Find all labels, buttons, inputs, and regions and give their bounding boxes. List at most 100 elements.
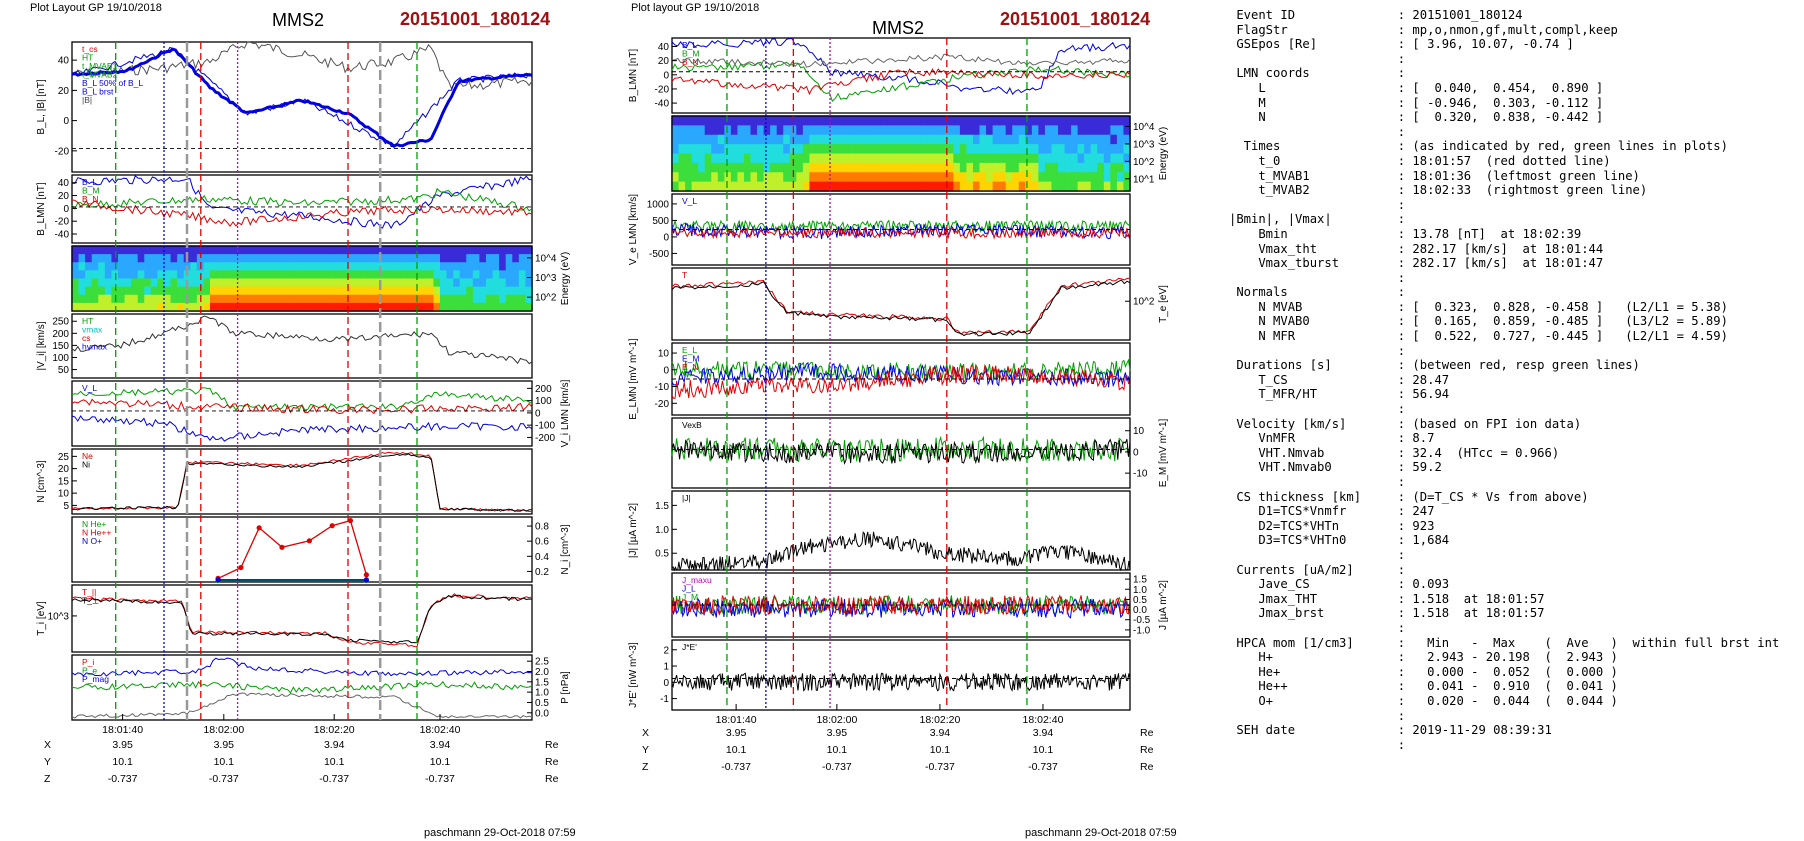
spectrogram-cell bbox=[992, 116, 1000, 126]
middle-footer: paschmann 29-Oct-2018 07:59 bbox=[1025, 827, 1177, 839]
spectrogram-cell bbox=[85, 246, 93, 255]
spectrogram-cell bbox=[203, 302, 211, 312]
spectrogram-cell bbox=[348, 262, 356, 271]
spectrogram-cell bbox=[275, 254, 283, 263]
spectrogram-cell bbox=[203, 278, 211, 288]
y-axis-label: Energy (eV) bbox=[1158, 127, 1169, 180]
spectrogram-cell bbox=[348, 278, 356, 288]
spectrogram-cell bbox=[992, 153, 1000, 164]
spectrogram-cell bbox=[190, 302, 198, 312]
spectrogram-cell bbox=[486, 302, 494, 312]
spectrogram-cell bbox=[210, 278, 218, 288]
coord-row-label: X bbox=[642, 727, 649, 739]
info-line: N MVAB : [ 0.323, 0.828, -0.458 ] (L2/L1… bbox=[1229, 299, 1728, 314]
spectrogram-cell bbox=[85, 278, 93, 288]
spectrogram-cell bbox=[387, 302, 395, 312]
info-line: Jave_CS : 0.093 bbox=[1229, 577, 1450, 592]
series-line bbox=[671, 61, 1131, 102]
spectrogram-cell bbox=[848, 153, 856, 164]
spectrogram-cell bbox=[164, 278, 172, 288]
spectrogram-cell bbox=[717, 125, 725, 136]
spectrogram-cell bbox=[472, 302, 481, 312]
spectrogram-cell bbox=[1051, 125, 1059, 136]
info-line: : bbox=[1229, 402, 1406, 417]
spectrogram-cell bbox=[131, 302, 139, 312]
spectrogram-cell bbox=[914, 162, 922, 173]
spectrogram-cell bbox=[933, 181, 941, 192]
y-tick-label: -10 bbox=[1133, 469, 1148, 480]
spectrogram-cell bbox=[486, 246, 494, 255]
spectrogram-cell bbox=[446, 246, 454, 255]
spectrogram-cell bbox=[737, 134, 745, 145]
series-line bbox=[671, 37, 1131, 95]
spectrogram-cell bbox=[1025, 144, 1033, 155]
spectrogram-cell bbox=[796, 116, 804, 126]
spectrogram-cell bbox=[887, 134, 896, 145]
spectrogram-cell bbox=[1051, 172, 1059, 183]
density-point bbox=[347, 518, 354, 524]
spectrogram-cell bbox=[275, 246, 283, 255]
y-tick-label: 500 bbox=[652, 216, 669, 227]
spectrogram-cell bbox=[269, 262, 277, 271]
spectrogram-cell bbox=[334, 254, 343, 263]
y-tick-label: -500 bbox=[649, 249, 669, 260]
y-tick-label: 2.5 bbox=[535, 657, 549, 668]
spectrogram-cell bbox=[525, 278, 533, 288]
spectrogram-cell bbox=[518, 246, 527, 255]
spectrogram-cell bbox=[328, 246, 336, 255]
info-line: : bbox=[1229, 124, 1406, 139]
spectrogram-cell bbox=[380, 246, 389, 255]
spectrogram-cell bbox=[1031, 144, 1039, 155]
y-tick-label: 40 bbox=[58, 178, 70, 189]
spectrogram-cell bbox=[420, 278, 428, 288]
spectrogram-cell bbox=[1058, 153, 1066, 164]
y-axis-label: |V_i| [km/s] bbox=[36, 321, 47, 370]
y-tick-label: 0.5 bbox=[1133, 595, 1147, 606]
info-line: : bbox=[1229, 475, 1406, 489]
spectrogram-cell bbox=[959, 172, 968, 183]
spectrogram-cell bbox=[518, 302, 527, 312]
spectrogram-cell bbox=[466, 262, 474, 271]
spectrogram-cell bbox=[446, 262, 454, 271]
spectrogram-cell bbox=[966, 134, 974, 145]
spectrogram-cell bbox=[111, 286, 119, 296]
spectrogram-cell bbox=[210, 270, 218, 280]
spectrogram-cell bbox=[440, 302, 448, 312]
coord-value: 10.1 bbox=[1033, 744, 1054, 756]
spectrogram-cell bbox=[242, 270, 251, 280]
spectrogram-cell bbox=[946, 172, 954, 183]
spectrogram-cell bbox=[400, 302, 408, 312]
spectrogram-cell bbox=[770, 172, 778, 183]
info-line: N MFR : [ 0.522, 0.727, -0.445 ] (L2/L1 … bbox=[1229, 329, 1728, 344]
y-tick-label: 10^2 bbox=[535, 293, 557, 304]
spectrogram-cell bbox=[400, 262, 408, 271]
spectrogram-cell bbox=[131, 262, 139, 271]
spectrogram-cell bbox=[999, 172, 1007, 183]
x-tick-label: 18:02:00 bbox=[203, 724, 244, 736]
spectrogram-cell bbox=[1038, 134, 1046, 145]
spectrogram-cell bbox=[802, 134, 810, 145]
y-tick-label: 1.0 bbox=[1133, 585, 1147, 596]
spectrogram-cell bbox=[972, 181, 981, 192]
spectrogram-cell bbox=[822, 125, 830, 136]
spectrogram-cell bbox=[150, 278, 159, 288]
spectrogram-cell bbox=[328, 262, 336, 271]
spectrogram-cell bbox=[367, 262, 375, 271]
spectrogram-cell bbox=[203, 254, 211, 263]
spectrogram-cell bbox=[815, 144, 824, 155]
spectrogram-cell bbox=[78, 254, 86, 263]
spectrogram-cell bbox=[216, 262, 224, 271]
spectrogram-cell bbox=[1110, 153, 1118, 164]
y-tick-label: 0 bbox=[663, 232, 669, 243]
spectrogram-cell bbox=[724, 162, 732, 173]
spectrogram-cell bbox=[796, 144, 804, 155]
spectrogram-cell bbox=[216, 270, 224, 280]
spectrogram-cell bbox=[164, 294, 172, 304]
spectrogram-cell bbox=[881, 116, 889, 126]
spectrogram-cell bbox=[946, 134, 954, 145]
spectrogram-cell bbox=[446, 254, 454, 263]
spectrogram-cell bbox=[829, 125, 837, 136]
spectrogram-cell bbox=[269, 294, 277, 304]
spectrogram-cell bbox=[1123, 116, 1131, 126]
